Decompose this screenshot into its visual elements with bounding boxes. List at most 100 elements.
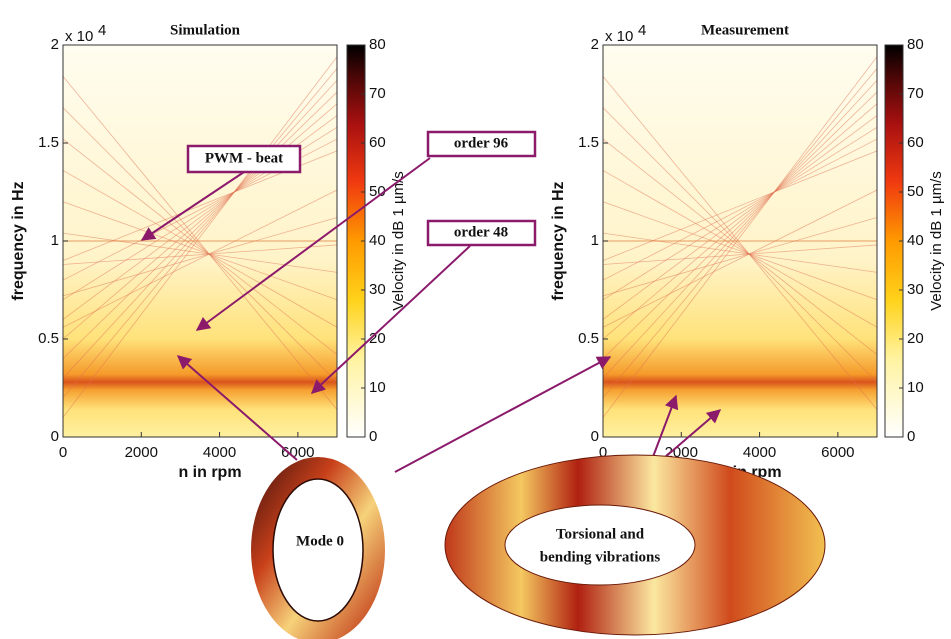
- x-tick-label: 0: [599, 444, 607, 461]
- y-tick-label: 1: [51, 232, 59, 249]
- mode-ring-inner: [272, 478, 364, 622]
- colorbar-tick-label: 50: [907, 183, 924, 200]
- y-tick-label: 0: [51, 428, 59, 445]
- y-tick-label: 2: [591, 36, 599, 53]
- texture-line: [62, 232, 338, 273]
- texture-line: [62, 170, 338, 328]
- annotation-box: [426, 219, 537, 247]
- colorbar-label: Velocity in dB 1 µm/s: [928, 171, 945, 311]
- y-tick-label: 1: [591, 232, 599, 249]
- texture-line: [62, 201, 338, 301]
- y-tick-label: 1.5: [578, 134, 599, 151]
- colorbar-tick-label: 30: [907, 281, 924, 298]
- colorbar-tick-label: 70: [369, 85, 386, 102]
- texture-line: [62, 217, 338, 297]
- y-tick-label: 1.5: [38, 134, 59, 151]
- colorbar-tick-label: 20: [907, 330, 924, 347]
- texture-line: [62, 91, 338, 359]
- texture-line: [602, 115, 878, 320]
- texture-line: [602, 126, 878, 301]
- x-tick-label: 2000: [125, 444, 158, 461]
- chart-title: Measurement: [701, 22, 789, 38]
- annotation: order 96: [454, 135, 509, 151]
- texture-line: [62, 56, 338, 418]
- mode-label: Mode 0: [296, 533, 344, 549]
- y-multiplier-power: 4: [638, 22, 646, 39]
- x-tick-label: 0: [59, 444, 67, 461]
- arrow: [394, 356, 612, 473]
- heatmap-panel: Simulation 0 2000 4000 6000 0 0.5 1 1.5 2 x 10 4 n i…: [10, 22, 407, 481]
- colorbar-tick-label: 20: [369, 330, 386, 347]
- texture-line: [602, 170, 878, 328]
- y-multiplier-power: 4: [98, 22, 106, 39]
- colorbar-tick-label: 40: [369, 232, 386, 249]
- texture-line: [62, 103, 338, 340]
- x-tick-label: 6000: [821, 444, 854, 461]
- texture-line: [602, 232, 878, 273]
- torsional-label: bending vibrations: [540, 549, 661, 565]
- colorbar-tick-label: 70: [907, 85, 924, 102]
- mode-ring: [251, 457, 385, 639]
- x-tick-label: 4000: [743, 444, 776, 461]
- y-axis-label: frequency in Hz: [10, 181, 27, 300]
- x-tick-label: 6000: [281, 444, 314, 461]
- y-multiplier: x 10: [605, 28, 633, 45]
- annotation-box: [426, 130, 537, 158]
- texture-line: [62, 80, 338, 379]
- colorbar-tick-label: 50: [369, 183, 386, 200]
- arrow: [176, 355, 298, 461]
- texture-line: [62, 138, 338, 355]
- colorbar-tick-label: 10: [369, 379, 386, 396]
- y-tick-label: 0.5: [578, 330, 599, 347]
- texture-line: [602, 217, 878, 297]
- texture-line: [62, 107, 338, 383]
- texture-line: [602, 189, 878, 328]
- texture-line: [62, 244, 338, 265]
- y-axis-label: frequency in Hz: [550, 181, 567, 300]
- arrow: [310, 245, 471, 394]
- x-axis-label: n in rpm: [178, 464, 241, 481]
- texture-line: [602, 138, 878, 355]
- chart-title: Simulation: [170, 22, 241, 38]
- texture-line: [62, 76, 338, 410]
- annotation: PWM - beat: [205, 150, 283, 166]
- texture-line: [602, 91, 878, 359]
- texture-line: [602, 107, 878, 383]
- texture-line: [602, 68, 878, 399]
- torsional-ring-inner: [504, 504, 696, 586]
- arrow: [195, 157, 431, 331]
- colorbar-tick-label: 80: [907, 36, 924, 53]
- colorbar-tick-label: 40: [907, 232, 924, 249]
- y-tick-label: 2: [51, 36, 59, 53]
- overlay: PWM - beat order 96 order 48 Mode 0 Tors…: [140, 130, 826, 639]
- texture-line: [602, 56, 878, 418]
- annotation-box: [186, 144, 302, 174]
- texture-line: [62, 189, 338, 328]
- torsional-label: Torsional and: [556, 526, 645, 542]
- texture-line: [602, 103, 878, 340]
- colorbar-tick-label: 30: [369, 281, 386, 298]
- arrow: [140, 171, 245, 241]
- colorbar-tick-label: 10: [907, 379, 924, 396]
- texture-line: [602, 244, 878, 265]
- texture-line: [602, 138, 878, 281]
- annotation: order 48: [454, 224, 508, 240]
- texture-line: [62, 68, 338, 399]
- colorbar-tick-label: 0: [907, 428, 915, 445]
- x-tick-label: 4000: [203, 444, 236, 461]
- y-multiplier: x 10: [65, 28, 93, 45]
- colorbar-tick-label: 60: [907, 134, 924, 151]
- colorbar-label: Velocity in dB 1 µm/s: [390, 171, 407, 311]
- y-tick-label: 0: [591, 428, 599, 445]
- texture-line: [602, 150, 878, 261]
- texture-line: [602, 76, 878, 410]
- y-tick-label: 0.5: [38, 330, 59, 347]
- texture-line: [602, 201, 878, 301]
- colorbar-tick-label: 0: [369, 428, 377, 445]
- colorbar-tick-label: 60: [369, 134, 386, 151]
- texture-line: [602, 80, 878, 379]
- colorbar-tick-label: 80: [369, 36, 386, 53]
